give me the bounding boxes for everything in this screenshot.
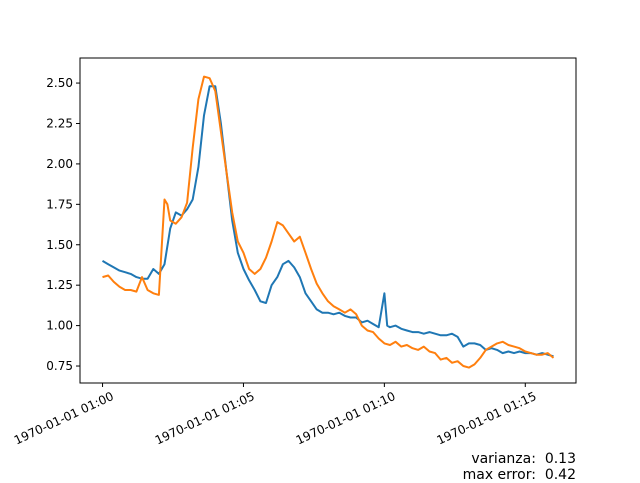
stat-max-error: max error: 0.42 (462, 467, 576, 483)
y-tick-label-4: 1.75 (46, 197, 73, 211)
y-tick-label-7: 2.50 (46, 76, 73, 90)
x-axis: 1970-01-01 01:00 1970-01-01 01:05 1970-01-… (12, 383, 539, 447)
series-layer (101, 75, 555, 369)
x-tick-label-2: 1970-01-01 01:10 (294, 389, 398, 447)
y-tick-label-2: 1.25 (46, 278, 73, 292)
y-tick-label-3: 1.50 (46, 238, 73, 252)
y-tick-label-6: 2.25 (46, 116, 73, 130)
x-tick-label-3: 1970-01-01 01:15 (435, 389, 539, 447)
x-tick-label-1: 1970-01-01 01:05 (153, 389, 257, 447)
plot-frame (79, 57, 577, 384)
series-line-2 (102, 75, 555, 369)
x-tick-label-0: 1970-01-01 01:00 (12, 389, 116, 447)
stat-varianza: varianza: 0.13 (471, 451, 576, 467)
y-tick-label-5: 2.00 (46, 157, 73, 171)
series-line-1 (101, 85, 554, 358)
y-tick-label-1: 1.00 (46, 319, 73, 333)
y-axis: 0.75 1.00 1.25 1.50 1.75 2.00 2.25 2.50 (46, 76, 80, 373)
y-tick-label-0: 0.75 (46, 359, 73, 373)
